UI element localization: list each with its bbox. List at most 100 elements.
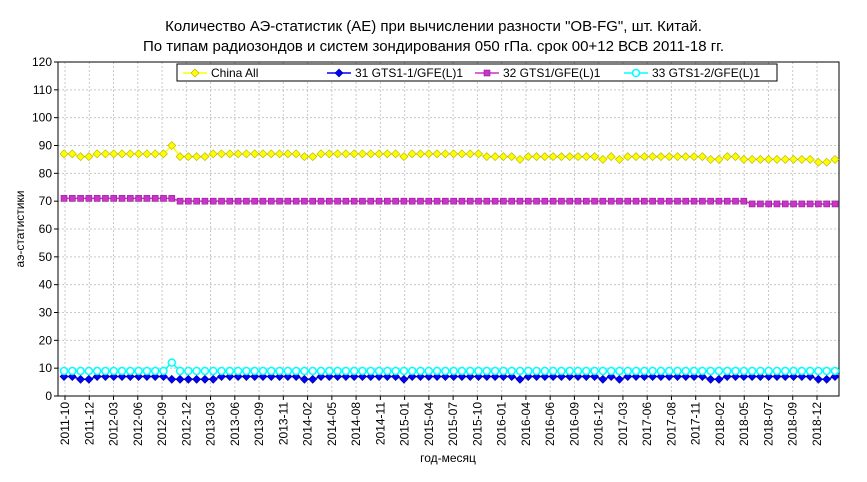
data-point — [208, 366, 218, 376]
data-point — [599, 197, 607, 205]
data-point — [449, 366, 458, 376]
data-point — [217, 366, 226, 376]
data-point — [508, 197, 515, 205]
data-point — [283, 149, 293, 159]
data-point — [150, 149, 160, 159]
data-point — [175, 366, 185, 376]
data-point — [474, 149, 483, 159]
data-point — [142, 366, 152, 376]
data-point — [674, 197, 681, 205]
data-point — [183, 374, 193, 384]
data-point — [308, 366, 317, 376]
data-point — [523, 152, 533, 162]
legend-marker — [190, 68, 200, 78]
data-point — [607, 197, 615, 205]
legend-marker — [631, 68, 641, 78]
data-point — [125, 149, 135, 159]
y-axis-ticks: 0 10 20 30 40 50 60 70 80 90 100 110 120 — [32, 55, 58, 403]
data-point — [640, 366, 649, 376]
data-point — [624, 197, 632, 205]
data-point — [185, 197, 192, 205]
x-tick-label: 2011-12 — [82, 402, 96, 445]
data-point — [507, 366, 516, 376]
data-point — [193, 197, 200, 205]
data-point — [813, 374, 823, 384]
data-point — [483, 197, 491, 205]
x-tick-label: 2015-10 — [470, 402, 484, 446]
data-point — [77, 195, 84, 202]
data-point — [565, 366, 574, 376]
data-point — [309, 197, 317, 205]
data-point — [490, 366, 500, 376]
data-point — [167, 358, 177, 367]
data-point — [283, 366, 293, 376]
legend: China All 31 GTS1-1/GFE(L)1 32 GTS1/GFE(L)… — [176, 63, 778, 82]
data-point — [830, 154, 840, 164]
x-tick-label: 2018-09 — [786, 402, 800, 446]
data-point — [208, 374, 218, 384]
x-tick-label: 2017-08 — [664, 402, 678, 446]
data-point — [491, 197, 499, 205]
data-point — [641, 197, 648, 205]
data-point — [408, 197, 416, 205]
data-point — [582, 366, 591, 376]
data-point — [698, 366, 707, 376]
data-point — [233, 366, 243, 376]
data-point — [135, 195, 142, 202]
data-point — [441, 366, 450, 376]
data-point — [59, 149, 69, 159]
data-point — [84, 374, 94, 384]
data-point — [732, 197, 739, 205]
data-point — [134, 149, 144, 159]
data-point — [175, 374, 185, 384]
data-point — [225, 149, 235, 159]
data-point — [217, 149, 226, 159]
data-point — [407, 149, 417, 159]
data-point — [67, 149, 77, 159]
data-point — [573, 366, 583, 376]
data-point — [374, 149, 384, 159]
x-tick-label: 2015-04 — [422, 402, 436, 446]
data-point — [175, 152, 185, 162]
data-point — [341, 366, 351, 376]
x-tick-label: 2011-10 — [58, 402, 72, 445]
data-point — [707, 197, 714, 205]
data-point — [440, 149, 450, 159]
data-point — [127, 195, 134, 202]
data-point — [200, 152, 210, 162]
data-point — [200, 366, 210, 376]
data-point — [682, 197, 690, 205]
legend-label: 31 GTS1-1/GFE(L)1 — [355, 66, 463, 80]
y-tick-label: 0 — [45, 389, 52, 403]
x-tick-label: 2018-02 — [713, 402, 727, 446]
data-point — [308, 374, 318, 384]
data-point — [275, 149, 284, 159]
data-point — [706, 154, 716, 164]
data-point — [639, 152, 649, 162]
x-tick-label: 2013-06 — [228, 402, 242, 446]
data-point — [109, 366, 118, 376]
data-point — [823, 200, 831, 208]
data-point — [266, 149, 276, 159]
data-point — [548, 152, 558, 162]
data-point — [606, 152, 616, 162]
x-tick-label: 2016-09 — [567, 402, 581, 446]
data-point — [399, 366, 409, 376]
data-point — [781, 200, 789, 208]
data-point — [192, 152, 202, 162]
data-point — [457, 366, 467, 376]
data-point — [722, 152, 732, 162]
data-point — [299, 374, 309, 384]
data-point — [325, 366, 334, 376]
data-point — [316, 149, 326, 159]
data-point — [76, 374, 86, 384]
data-point — [201, 197, 209, 205]
x-tick-label: 2017-06 — [640, 402, 654, 446]
data-point — [516, 197, 524, 205]
data-point — [118, 195, 126, 202]
data-point — [565, 152, 575, 162]
data-point — [358, 366, 367, 376]
x-tick-label: 2013-09 — [252, 402, 266, 446]
data-point — [432, 366, 442, 376]
